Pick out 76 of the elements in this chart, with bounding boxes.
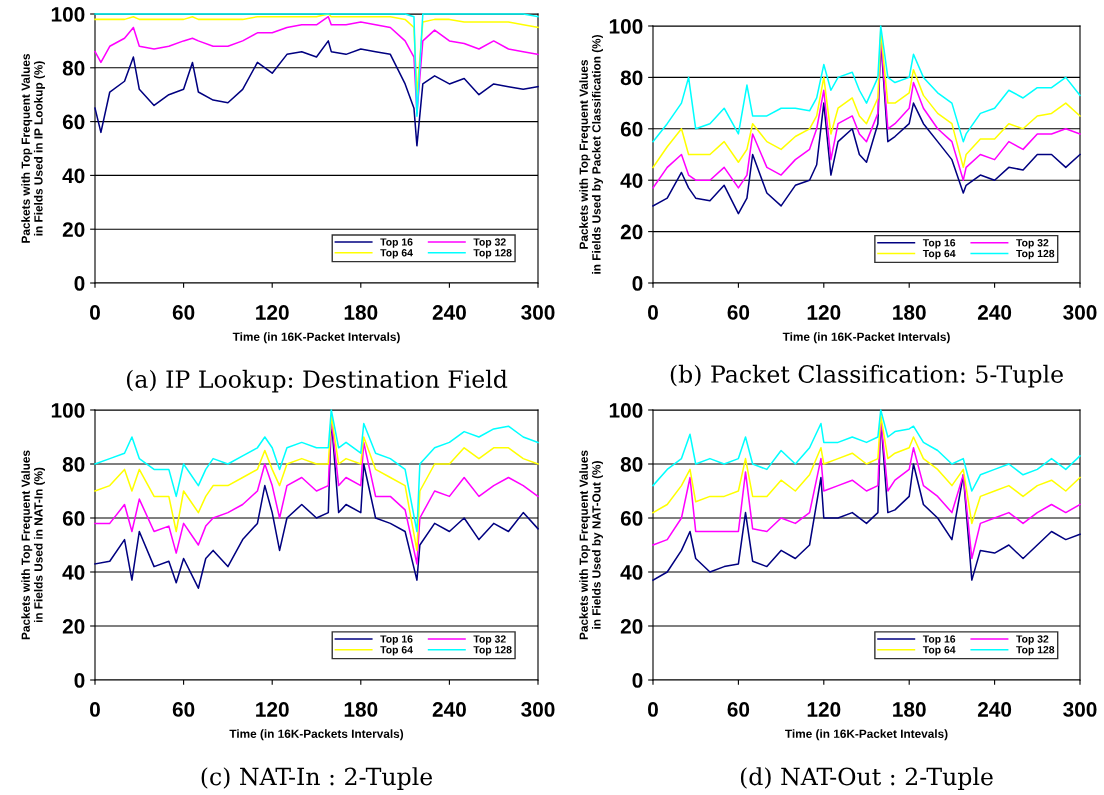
y-tick-label: 0	[74, 276, 85, 291]
y-tick-label: 20	[62, 222, 85, 237]
x-tick-label: 0	[90, 305, 100, 320]
y-tick-label: 40	[62, 168, 85, 184]
x-tick-label: 0	[648, 305, 658, 320]
x-tick-label: 180	[893, 305, 926, 320]
text: (d) NAT-Out : 2-Tuple	[740, 767, 993, 790]
legend-label: Top 16	[922, 239, 956, 249]
legend-label: Top 16	[380, 238, 413, 248]
y-tick-label: 80	[620, 457, 643, 472]
y-tick-label: 60	[620, 121, 643, 137]
x-axis-title: Time (in 16K-Packet Intervals)	[232, 332, 400, 344]
x-tick-label: 180	[893, 702, 926, 717]
x-tick-label: 180	[344, 702, 378, 717]
x-tick-label: 300	[1063, 702, 1097, 717]
x-tick-label: 300	[521, 702, 555, 717]
y-tick-label: 40	[62, 565, 85, 580]
y-axis-title: Packets with Top Frequent Values in Fields Used by Packet Classification (%)	[579, 35, 603, 274]
x-tick-label: 300	[1063, 305, 1097, 320]
y-tick-label: 40	[620, 565, 643, 580]
y-tick-label: 80	[62, 457, 85, 472]
x-tick-label: 120	[256, 702, 289, 717]
legend-label: Top 32	[473, 635, 506, 645]
legend-label: Top 128	[473, 646, 512, 656]
legend-label: Top 32	[1016, 239, 1049, 249]
x-axis-title: Time (in 16K-Packet Intevals)	[785, 729, 948, 741]
text: (a) IP Lookup: Destination Field	[126, 369, 508, 393]
legend-label: Top 128	[1016, 646, 1055, 656]
legend-label: Top 64	[922, 249, 956, 260]
x-tick-label: 60	[172, 702, 195, 717]
y-tick-label: 80	[62, 60, 85, 76]
x-axis-title: Time (in 16K-Packet Intervals)	[782, 332, 950, 344]
x-tick-label: 0	[90, 702, 100, 717]
x-axis-title: Time (in 16K-Packets Intervals)	[229, 729, 404, 741]
y-tick-label: 60	[62, 511, 85, 526]
legend-label: Top 128	[1016, 249, 1055, 260]
x-tick-label: 120	[807, 702, 841, 717]
legend-label: Top 32	[473, 238, 506, 248]
y-tick-label: 80	[620, 70, 643, 86]
y-tick-label: 20	[62, 619, 85, 634]
legend-label: Top 64	[380, 249, 413, 259]
y-tick-label: 20	[620, 224, 643, 240]
legend-label: Top 16	[922, 635, 956, 645]
y-axis-title: Packets with Top Frequent Values in Fields Used in IP Lookup (%)	[21, 53, 45, 243]
y-tick-label: 0	[74, 673, 85, 688]
text: (c) NAT-In : 2-Tuple	[201, 767, 433, 790]
y-tick-label: 20	[620, 619, 643, 634]
y-tick-label: 60	[620, 511, 643, 526]
y-tick-label: 100	[51, 7, 85, 22]
y-tick-label: 100	[609, 19, 643, 34]
x-tick-label: 120	[256, 305, 289, 320]
x-tick-label: 240	[977, 305, 1012, 320]
legend-label: Top 64	[922, 646, 956, 656]
x-tick-label: 240	[432, 305, 466, 320]
y-tick-label: 60	[62, 114, 85, 130]
x-tick-label: 300	[521, 305, 555, 320]
y-tick-label: 100	[609, 403, 643, 418]
x-tick-label: 240	[432, 702, 466, 717]
x-tick-label: 240	[977, 702, 1012, 717]
legend-label: Top 64	[380, 646, 413, 656]
x-tick-label: 0	[648, 702, 658, 717]
y-tick-label: 40	[620, 173, 643, 188]
x-tick-label: 60	[172, 305, 195, 320]
x-tick-label: 60	[727, 305, 750, 320]
x-tick-label: 120	[807, 305, 841, 320]
legend-label: Top 16	[380, 635, 413, 645]
text: (b) Packet Classification: 5-Tuple	[670, 364, 1063, 388]
y-tick-label: 0	[632, 673, 643, 688]
legend-label: Top 32	[1016, 635, 1049, 645]
x-tick-label: 60	[727, 702, 750, 717]
y-axis-title: Packets with Top Frequent Values in Fields Used in NAT-In (%)	[21, 450, 45, 640]
y-tick-label: 0	[632, 276, 643, 291]
legend-label: Top 128	[473, 249, 512, 259]
y-axis-title: Packets with Top Frequent Values in Fields Used by NAT-Out (%)	[579, 450, 603, 640]
x-tick-label: 180	[344, 305, 378, 320]
y-tick-label: 100	[51, 403, 85, 418]
